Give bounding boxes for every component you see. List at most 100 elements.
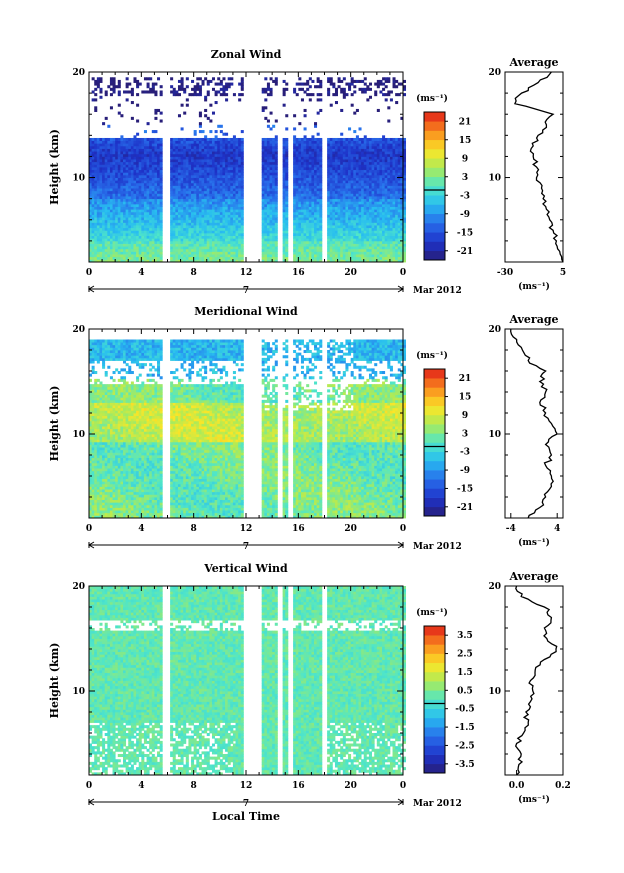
heatmap-cell <box>374 240 378 244</box>
heatmap-cell <box>371 198 375 202</box>
heatmap-cell <box>201 188 205 192</box>
heatmap-cell <box>193 225 197 229</box>
heatmap-cell <box>125 209 129 213</box>
heatmap-cell <box>159 225 163 229</box>
heatmap-cell <box>240 77 244 81</box>
heatmap-cell <box>230 259 234 263</box>
heatmap-cell <box>170 77 174 81</box>
heatmap-cell <box>272 227 276 231</box>
heatmap-cell <box>211 169 215 173</box>
heatmap-cell <box>219 130 223 134</box>
heatmap-cell <box>384 217 388 221</box>
heatmap-cell <box>99 225 103 229</box>
heatmap-cell <box>175 214 179 218</box>
heatmap-cell <box>274 209 278 213</box>
heatmap-cell <box>261 193 265 197</box>
heatmap-cell <box>151 161 155 165</box>
heatmap-cell <box>374 90 378 94</box>
heatmap-cell <box>133 143 137 147</box>
heatmap-cell <box>345 172 349 176</box>
heatmap-cell <box>272 143 276 147</box>
heatmap-cell <box>219 82 223 86</box>
heatmap-cell <box>120 143 124 147</box>
heatmap-cell <box>149 248 153 252</box>
heatmap-cell <box>219 164 223 168</box>
heatmap-cell <box>206 256 210 260</box>
heatmap-cell <box>214 235 218 239</box>
heatmap-cell <box>329 217 333 221</box>
heatmap-cell <box>191 169 195 173</box>
heatmap-cell <box>363 243 367 247</box>
heatmap-cell <box>185 153 189 157</box>
heatmap-cell <box>379 240 383 244</box>
heatmap-cell <box>227 203 231 207</box>
heatmap-cell <box>314 256 318 260</box>
heatmap-cell <box>306 238 310 242</box>
heatmap-cell <box>264 232 268 237</box>
heatmap-cell <box>285 164 289 168</box>
heatmap-cell <box>138 209 142 213</box>
heatmap-cell <box>227 188 231 192</box>
heatmap-cell <box>306 259 310 263</box>
heatmap-cell <box>308 230 312 234</box>
heatmap-cell <box>180 140 184 144</box>
heatmap-cell <box>109 190 113 194</box>
heatmap-cell <box>340 90 344 94</box>
heatmap-cell <box>225 225 229 229</box>
heatmap-cell <box>230 243 234 247</box>
heatmap-cell <box>217 161 221 165</box>
heatmap-cell <box>138 180 142 184</box>
heatmap-cell <box>94 98 98 102</box>
heatmap-cell <box>337 259 341 263</box>
heatmap-cell <box>261 140 265 144</box>
heatmap-cell <box>91 235 95 239</box>
heatmap-cell <box>235 190 239 194</box>
heatmap-cell <box>191 203 195 207</box>
heatmap-cell <box>366 198 370 202</box>
heatmap-cell <box>358 235 362 239</box>
heatmap-cell <box>217 214 221 218</box>
heatmap-cell <box>214 145 218 149</box>
heatmap-cell <box>177 182 181 186</box>
heatmap-cell <box>138 230 142 234</box>
heatmap-cell <box>345 246 349 250</box>
heatmap-cell <box>204 222 208 226</box>
heatmap-cell <box>143 174 147 178</box>
heatmap-cell <box>96 153 100 157</box>
heatmap-cell <box>91 151 95 155</box>
heatmap-cell <box>193 182 197 186</box>
heatmap-cell <box>198 225 202 229</box>
heatmap-cell <box>143 201 147 205</box>
heatmap-cell <box>314 222 318 226</box>
heatmap-cell <box>128 227 132 231</box>
heatmap-cell <box>225 93 229 97</box>
heatmap-cell <box>133 209 137 213</box>
heatmap-cell <box>272 148 276 152</box>
heatmap-cell <box>361 209 365 213</box>
heatmap-cell <box>225 193 229 197</box>
heatmap-cell <box>261 143 265 147</box>
heatmap-cell <box>151 225 155 229</box>
heatmap-cell <box>209 235 213 239</box>
heatmap-cell <box>191 153 195 157</box>
heatmap-cell <box>183 232 187 237</box>
heatmap-cell <box>198 243 202 247</box>
heatmap-cell <box>266 259 270 263</box>
heatmap-cell <box>261 227 265 231</box>
heatmap-cell <box>300 240 304 244</box>
heatmap-cell <box>355 177 359 181</box>
heatmap-cell <box>219 137 223 142</box>
heatmap-cell <box>332 259 336 263</box>
heatmap-cell <box>272 201 276 205</box>
heatmap-cell <box>138 174 142 178</box>
heatmap-cell <box>384 174 388 178</box>
heatmap-cell <box>112 77 116 81</box>
heatmap-cell <box>149 219 153 223</box>
heatmap-cell <box>175 232 179 237</box>
heatmap-cell <box>201 196 205 200</box>
heatmap-cell <box>285 153 289 157</box>
heatmap-cell <box>230 209 234 213</box>
heatmap-cell <box>298 143 302 147</box>
heatmap-cell <box>107 169 111 173</box>
heatmap-cell <box>188 145 192 149</box>
